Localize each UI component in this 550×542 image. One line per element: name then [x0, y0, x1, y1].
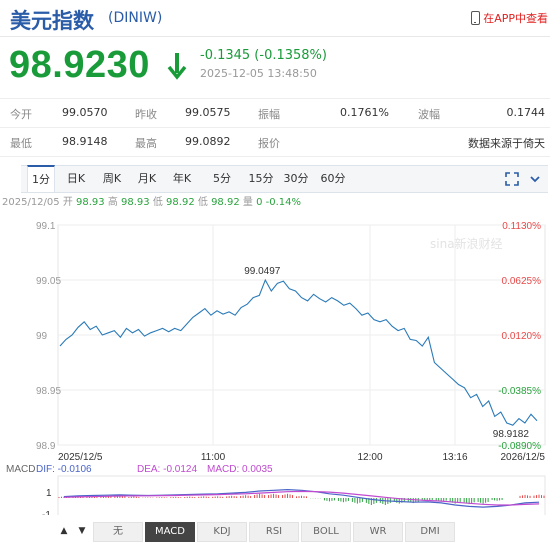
header-divider	[0, 36, 550, 37]
stat-value: 99.0570	[62, 106, 108, 119]
ohlc-value: 98.93	[76, 197, 105, 208]
page-title: 美元指数	[10, 9, 94, 33]
tab-1min[interactable]: 1分	[27, 165, 55, 192]
tab-yearly[interactable]: 年K	[172, 172, 192, 185]
min-price-label: 98.9182	[493, 429, 530, 440]
dif-readout: DIF: -0.0106	[36, 464, 92, 475]
scroll-up-button[interactable]: ▲	[60, 526, 68, 536]
ohlc-readout: 2025/12/05 开 98.93 高 98.93 低 98.92 低 98.…	[2, 193, 301, 208]
indicator-boll[interactable]: BOLL	[301, 522, 351, 542]
tab-30min[interactable]: 30分	[283, 172, 309, 185]
header: 美元指数 (DINIW) 在APP中查看	[0, 0, 550, 36]
ohlc-value: 98.93	[121, 197, 150, 208]
dea-readout: DEA: -0.0124	[137, 464, 197, 475]
tab-daily[interactable]: 日K	[66, 172, 86, 185]
indicator-kdj[interactable]: KDJ	[197, 522, 247, 542]
pct-tick-label: 0.0625%	[502, 276, 542, 287]
stat-label: 今开	[10, 108, 32, 121]
x-tick-label: 2026/12/5	[501, 452, 546, 463]
arrow-down-icon	[167, 53, 187, 80]
quote-time: 2025-12-05 13:48:50	[200, 67, 317, 80]
stats-row: 最低 98.9148 最高 99.0892 报价 数据来源于倚天	[0, 127, 550, 157]
stat-label: 报价	[258, 137, 280, 150]
x-tick-label: 11:00	[201, 452, 226, 463]
y-tick-label: 99.05	[36, 276, 61, 287]
stat-value: 0.1744	[506, 106, 546, 119]
ohlc-value: 98.92	[211, 197, 240, 208]
open-in-app-label: 在APP中查看	[483, 12, 548, 25]
ohlc-label: 低	[152, 197, 163, 208]
tab-monthly[interactable]: 月K	[137, 172, 157, 185]
stat-value: 数据来源于倚天	[468, 137, 545, 150]
indicator-macd[interactable]: MACD	[145, 522, 195, 542]
y-tick-label: 98.9	[36, 441, 56, 452]
indicator-bar: ▲ ▼ 无 MACD KDJ RSI BOLL WR DMI	[55, 522, 455, 542]
stat-value: 98.9148	[62, 135, 108, 148]
pct-tick-label: -0.0890%	[498, 441, 541, 452]
ohlc-label: 量	[242, 197, 253, 208]
price-change: -0.1345 (-0.1358%)	[200, 48, 327, 63]
macd-y-tick: -1	[42, 510, 51, 515]
stat-value: 0.1761%	[340, 106, 389, 119]
watermark: sina新浪财经	[430, 236, 503, 251]
macd-y-tick: 1	[46, 488, 52, 499]
stats-table: 今开 99.0570 昨收 99.0575 振幅 0.1761% 波幅 0.17…	[0, 98, 550, 157]
phone-icon	[471, 11, 481, 25]
tab-5min[interactable]: 5分	[213, 172, 231, 185]
tab-weekly[interactable]: 周K	[102, 172, 122, 185]
price-series-line	[59, 278, 538, 426]
macd-label: MACD	[6, 464, 35, 475]
ohlc-value: 98.92	[166, 197, 195, 208]
pct-tick-label: 0.0120%	[502, 331, 542, 342]
indicator-none[interactable]: 无	[93, 522, 143, 542]
y-tick-label: 99	[36, 331, 48, 342]
stat-label: 昨收	[135, 108, 157, 121]
stat-label: 最低	[10, 137, 32, 150]
tab-60min[interactable]: 60分	[320, 172, 346, 185]
stat-label: 振幅	[258, 108, 280, 121]
macd-readout: MACD: 0.0035	[207, 464, 273, 475]
open-in-app-button[interactable]: 在APP中查看	[471, 10, 548, 26]
stat-label: 最高	[135, 137, 157, 150]
stats-row: 今开 99.0570 昨收 99.0575 振幅 0.1761% 波幅 0.17…	[0, 98, 550, 127]
ohlc-label: 高	[107, 197, 118, 208]
ohlc-value: -0.14%	[265, 197, 302, 208]
dea-line	[63, 490, 540, 506]
chevron-down-icon[interactable]	[528, 172, 542, 186]
pct-tick-label: 0.1130%	[502, 221, 541, 232]
stat-label: 波幅	[418, 108, 440, 121]
y-tick-label: 99.1	[36, 221, 56, 232]
x-tick-label: 12:00	[357, 452, 382, 463]
tab-15min[interactable]: 15分	[248, 172, 274, 185]
x-tick-label: 13:16	[442, 452, 467, 463]
y-tick-label: 98.95	[36, 386, 61, 397]
price-line-chart[interactable]: 99.1 0.1130% 99.05 0.0625% 99 0.0120% 98.95 -0.…	[0, 215, 550, 515]
indicator-dmi[interactable]: DMI	[405, 522, 455, 542]
stat-value: 99.0892	[185, 135, 231, 148]
indicator-wr[interactable]: WR	[353, 522, 403, 542]
pct-tick-label: -0.0385%	[498, 386, 541, 397]
stat-value: 99.0575	[185, 106, 231, 119]
current-price: 98.9230	[9, 44, 150, 86]
ohlc-label: 开	[62, 197, 73, 208]
ohlc-label: 低	[197, 197, 208, 208]
period-tabs: 1分 日K 周K 月K 年K 5分 15分 30分 60分	[21, 165, 548, 193]
ohlc-date: 2025/12/05	[2, 197, 60, 208]
max-price-label: 99.0497	[244, 266, 281, 277]
chart-panel: 1分 日K 周K 月K 年K 5分 15分 30分 60分	[21, 165, 548, 541]
fullscreen-icon[interactable]	[505, 172, 519, 186]
ohlc-value: 0	[256, 197, 263, 208]
scroll-down-button[interactable]: ▼	[78, 526, 86, 536]
dif-line	[63, 488, 540, 508]
indicator-rsi[interactable]: RSI	[249, 522, 299, 542]
symbol-code: (DINIW)	[108, 10, 163, 26]
macd-frame	[57, 475, 546, 515]
x-tick-label: 2025/12/5	[58, 452, 103, 463]
